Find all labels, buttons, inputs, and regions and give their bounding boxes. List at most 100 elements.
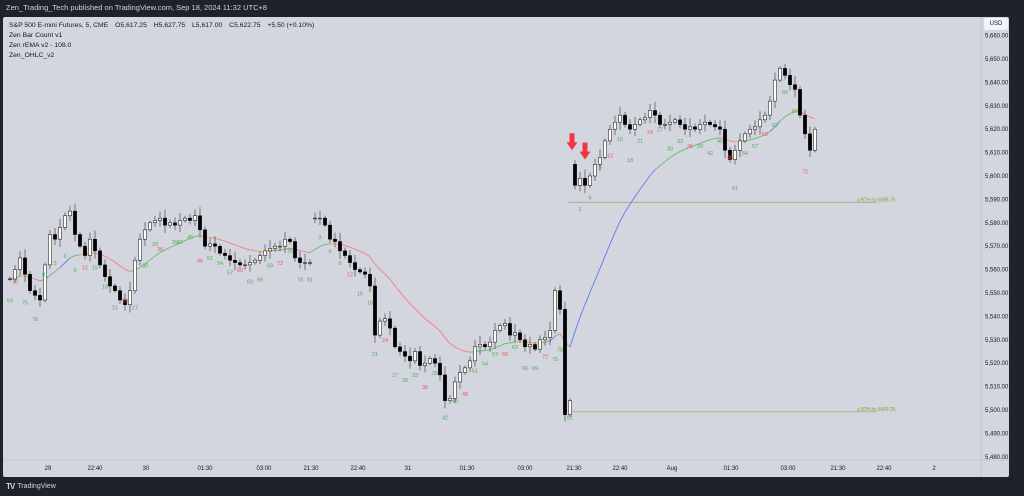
candle-up [643, 117, 647, 121]
ohlc-high: H5,627.75 [153, 22, 186, 29]
ema-segment [544, 340, 551, 343]
time-axis[interactable]: 29 22:40 30 01:30 03:00 21:30 22:40 31 01:30 03:0… [45, 466, 937, 472]
bar-count-label: 57 [492, 352, 498, 358]
candle-up [68, 210, 72, 217]
indicator-rema[interactable]: Zen rEMA v2 - 108.0 [9, 42, 72, 49]
ema-segment [624, 204, 631, 213]
candle-down [213, 243, 217, 247]
candle-up [13, 269, 17, 280]
candle-down [803, 114, 807, 135]
bar-count-label: 30 [402, 378, 408, 384]
bar-count-label: 75 [552, 357, 558, 363]
ema-segment [774, 120, 781, 127]
time-tick-label: 22:40 [612, 466, 628, 472]
ema-segment [674, 151, 681, 155]
price-tick-label: 5,510.00 [985, 385, 1009, 391]
price-tick-label: 5,560.00 [985, 268, 1009, 274]
candle-up [608, 128, 612, 142]
chart-legend: S&P 500 E-mini Futures, 5, CME O5,617.25… [9, 21, 319, 61]
ema-segment [549, 335, 556, 342]
footer-brand[interactable]: TV TradingView [6, 482, 56, 491]
ema-segment [144, 259, 151, 265]
ema-segment [214, 237, 221, 241]
candle-up [613, 121, 617, 130]
time-tick-label: 31 [405, 466, 412, 472]
price-axis[interactable]: 5,480.00 5,490.00 5,500.00 5,510.00 5,520.00… [985, 34, 1009, 461]
ema-segment [209, 237, 216, 239]
price-tick-label: 5,550.00 [985, 291, 1009, 297]
ema-segment [779, 116, 786, 122]
bar-count-label: 3 [318, 235, 321, 241]
ema-segment [604, 243, 611, 257]
indicator-ohlc[interactable]: Zen_OHLC_v2 [9, 52, 55, 59]
candle-down [223, 252, 227, 256]
ema-segment [159, 249, 166, 253]
candle-up [63, 215, 67, 228]
price-tick-label: 5,590.00 [985, 197, 1009, 203]
candle-up [598, 157, 602, 165]
bar-count-label: 30 [142, 263, 148, 269]
currency-button[interactable]: USD [984, 18, 1008, 30]
indicator-bar-count[interactable]: Zen Bar Count v1 [9, 32, 63, 39]
ema-segment [789, 110, 796, 115]
time-tick-label: 03:00 [256, 466, 272, 472]
symbol-name: S&P 500 E-mini Futures, 5, CME [9, 22, 109, 29]
candle-down [628, 124, 632, 130]
bar-count-label: 6 [63, 254, 66, 260]
candle-down [293, 241, 297, 259]
candle-up [48, 234, 52, 266]
candle-up [673, 119, 677, 123]
candle-down [333, 238, 337, 242]
ema-segment [444, 337, 451, 344]
ema-segment [649, 169, 656, 176]
time-tick-label: 21:30 [830, 466, 846, 472]
candle-up [478, 344, 482, 348]
ema-segment [759, 134, 766, 138]
candle-up [43, 264, 47, 301]
candle-up [208, 243, 212, 247]
candle-up [158, 217, 162, 221]
bar-count-label: 66 [522, 366, 528, 372]
candle-up [593, 164, 597, 177]
candle-down [583, 178, 587, 186]
candle-down [518, 332, 522, 341]
candle-up [303, 262, 307, 264]
bar-count-label: 21 [112, 305, 118, 311]
bar-count-label: 42 [707, 151, 713, 157]
time-tick-label: 22:40 [350, 466, 366, 472]
bar-count-label: 36 [422, 385, 428, 391]
bar-count-label: 21 [637, 139, 643, 145]
ema-segment [399, 291, 406, 299]
candle-down [808, 133, 812, 151]
bar-count-label: 54 [482, 362, 488, 368]
bar-count-label: 51 [472, 369, 478, 375]
ema-segment [409, 303, 416, 309]
candle-down [693, 126, 697, 130]
candle-down [203, 229, 207, 247]
candle-down [728, 150, 732, 160]
bar-count-label: 72 [277, 261, 283, 267]
tradingview-logo-icon: TV [6, 482, 15, 491]
ema-segment [554, 333, 561, 337]
ema-segment [614, 221, 621, 233]
bar-count-label: 45 [187, 235, 193, 241]
candle-down [573, 164, 577, 186]
ema-segment [709, 138, 716, 141]
symbol-legend[interactable]: S&P 500 E-mini Futures, 5, CME O5,617.25… [9, 21, 319, 31]
candle-down [438, 362, 442, 376]
candle-down [353, 262, 357, 270]
ema-segment [504, 342, 511, 345]
ema-segment [304, 251, 311, 254]
ema-segment [404, 297, 411, 305]
ema-segment [754, 136, 761, 140]
candle-up [733, 150, 737, 160]
bar-count-label: 51 [207, 256, 213, 262]
ohlc-open: O5,617.25 [115, 22, 147, 29]
ema-segment [389, 279, 396, 287]
price-tick-label: 5,500.00 [985, 408, 1009, 414]
ema-segment [224, 240, 231, 244]
bar-count-label: 33 [677, 139, 683, 145]
candle-down [508, 323, 512, 336]
ema-segment [359, 250, 366, 254]
